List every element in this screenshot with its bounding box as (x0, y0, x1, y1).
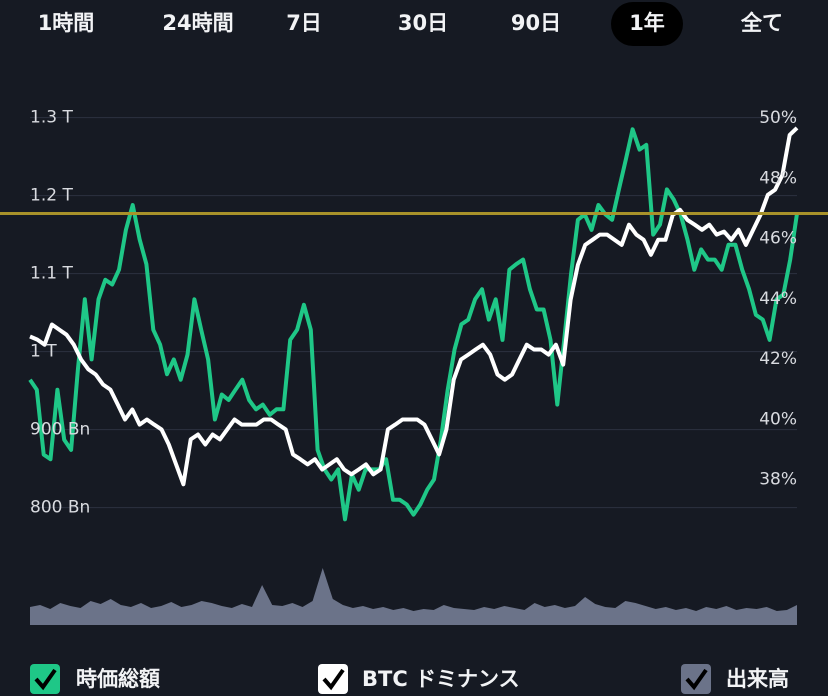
time-range-tab[interactable]: 7日 (286, 11, 322, 35)
y-tick-label: 800 Bn (30, 498, 90, 518)
time-range-tab[interactable]: 1時間 (38, 11, 95, 35)
y2-tick-label: 38% (759, 470, 797, 490)
legend-item[interactable]: 時価総額 (30, 664, 160, 694)
time-range-tab[interactable]: 90日 (511, 11, 561, 35)
legend-checkbox[interactable] (318, 664, 348, 694)
dominance-line (29, 126, 799, 487)
legend-label: 出来高 (726, 667, 789, 691)
volume-area (30, 568, 797, 625)
time-range-tab[interactable]: 全て (740, 11, 783, 35)
legend-checkbox[interactable] (30, 664, 60, 694)
time-range-tab[interactable]: 30日 (398, 11, 448, 35)
y-tick-label: 900 Bn (30, 420, 90, 440)
checkmark (34, 668, 57, 691)
y-tick-label: 1.2 T (30, 186, 73, 206)
legend-label: 時価総額 (76, 667, 160, 691)
checkmark (685, 668, 708, 691)
legend-item[interactable]: 出来高 (681, 664, 789, 694)
legend-item[interactable]: BTC ドミナンス (318, 664, 520, 694)
y2-tick-label: 44% (759, 289, 797, 309)
y-tick-label: 1 T (30, 342, 57, 362)
time-range-tab[interactable]: 1年 (629, 11, 665, 35)
tab-selected-pill (611, 2, 683, 46)
y-tick-label: 1.3 T (30, 108, 73, 128)
y2-tick-label: 50% (759, 108, 797, 128)
legend-label: BTC ドミナンス (362, 667, 520, 691)
market-cap-line (28, 127, 799, 522)
y2-tick-label: 42% (759, 349, 797, 369)
y2-tick-label: 46% (759, 229, 797, 249)
checkmark (322, 668, 345, 691)
time-range-tab[interactable]: 24時間 (162, 11, 233, 35)
legend-checkbox[interactable] (681, 664, 711, 694)
y2-tick-label: 48% (759, 168, 797, 188)
y-tick-label: 1.1 T (30, 264, 73, 284)
y2-tick-label: 40% (759, 409, 797, 429)
